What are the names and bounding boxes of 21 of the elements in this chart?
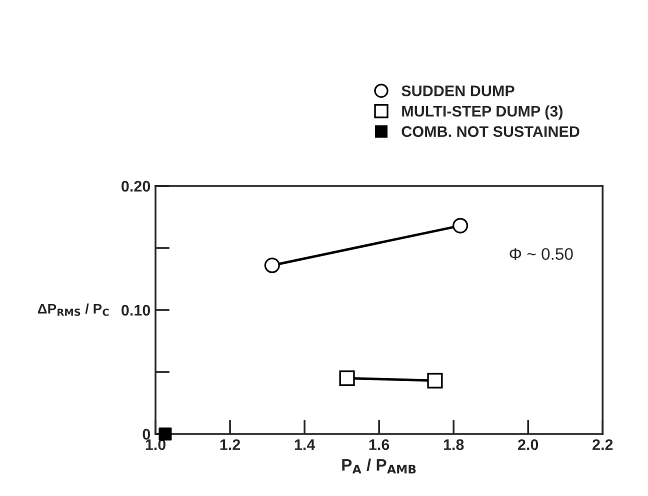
legend-label: MULTI-STEP DUMP (3): [402, 105, 563, 120]
point: [264, 258, 280, 274]
x-tick-label: 1.0: [146, 439, 166, 450]
x-tick-label: 1.8: [444, 439, 464, 450]
x-tick-label: 1.6: [369, 439, 390, 450]
y-tick-label: 0: [142, 428, 150, 440]
point: [158, 427, 172, 441]
x-tick-label: 2.2: [592, 439, 613, 450]
x-tick-label: 1.2: [220, 439, 240, 450]
point: [452, 218, 468, 234]
point: [339, 370, 355, 386]
x-tick-label: 1.4: [294, 439, 316, 450]
y-axis-title: ΔP$_{RMS}$ / P$_{C}$: [38, 303, 109, 316]
legend-label: SUDDEN DUMP: [402, 85, 514, 96]
point: [427, 372, 443, 388]
x-tick-label: 2.0: [518, 439, 538, 450]
annotation: Φ ~ 0.50: [510, 248, 573, 260]
y-tick-label: 0.20: [122, 180, 150, 192]
x-axis-title: P$_{A}$ / P$_{AMB}$: [342, 458, 416, 474]
legend-label: COMB. NOT SUSTAINED: [402, 126, 580, 137]
y-tick-label: 0.10: [122, 304, 150, 316]
